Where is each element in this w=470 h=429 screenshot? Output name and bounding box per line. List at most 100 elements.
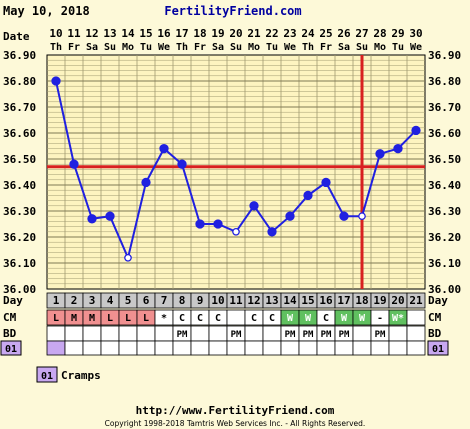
symptom-cell — [172, 340, 192, 356]
weekday-label: We — [284, 42, 296, 53]
day-number: 5 — [125, 294, 132, 307]
day-number: 11 — [229, 294, 243, 307]
y-tick-right: 36.80 — [428, 75, 461, 88]
bd-cell — [190, 325, 210, 342]
temperature-point — [124, 253, 132, 262]
temperature-point — [105, 211, 115, 221]
temperature-point — [321, 177, 331, 188]
temperature-point — [232, 227, 240, 236]
date-label: 20 — [229, 27, 242, 40]
date-label: 14 — [121, 27, 135, 40]
temperature-point — [358, 212, 366, 221]
symptom-cell — [334, 340, 354, 356]
day-row-label-right: Day — [428, 294, 448, 307]
symptom-cell — [406, 340, 426, 356]
day-row-label: Day — [3, 294, 23, 307]
day-number: 12 — [247, 294, 260, 307]
y-tick-right: 36.70 — [428, 101, 461, 114]
day-number: 16 — [319, 294, 333, 307]
symptom-cell — [316, 340, 336, 356]
bd-cell — [64, 325, 84, 342]
day-number: 18 — [355, 294, 368, 307]
bd-cell — [100, 325, 120, 342]
day-number: 6 — [143, 294, 150, 307]
cm-value: M — [89, 313, 95, 324]
cm-value: C — [323, 313, 329, 324]
legend-swatch — [36, 366, 58, 383]
cm-value: W — [341, 313, 348, 324]
symptom-cell — [298, 340, 318, 356]
weekday-label: Fr — [194, 42, 206, 53]
bd-value: PM — [303, 330, 314, 340]
weekday-label: We — [158, 42, 170, 53]
day-number: 19 — [373, 294, 386, 307]
symptom-cell — [154, 340, 174, 356]
axis-ticks: Date 10 Th 11 Fr 12 Sa 13 Su 14 Mo 15 Tu 16 We 17 Th 18 Fr… — [3, 27, 461, 296]
symptom-cell — [118, 340, 138, 356]
cm-value: - — [377, 313, 383, 324]
date-label: 21 — [247, 27, 261, 40]
date-label: 29 — [391, 27, 404, 40]
day-cell — [406, 292, 426, 309]
cm-value: W* — [392, 313, 404, 324]
cm-row-label: CM — [3, 311, 17, 324]
y-tick-right: 36.20 — [428, 231, 461, 244]
day-number: 7 — [161, 294, 168, 307]
bd-cell — [46, 325, 66, 342]
y-tick-right: 36.50 — [428, 153, 461, 166]
bd-cell — [208, 325, 228, 342]
footer-copyright: Copyright 1998-2018 Tamtris Web Services… — [105, 419, 366, 428]
weekday-label: Fr — [68, 42, 80, 53]
symptom-cell — [208, 340, 228, 356]
day-number: 2 — [71, 294, 78, 307]
cm-value: L — [107, 313, 113, 324]
cm-value: L — [53, 313, 59, 324]
bd-cell — [118, 325, 138, 342]
y-tick-right: 36.90 — [428, 49, 461, 62]
weekday-label: We — [410, 42, 422, 53]
cm-value: C — [215, 313, 221, 324]
weekday-label: Mo — [374, 42, 386, 53]
bd-value: PM — [375, 330, 386, 340]
weekday-label: Th — [302, 42, 314, 53]
bd-cell — [406, 325, 426, 342]
temperature-point — [213, 219, 223, 229]
site-name: FertilityFriend.com — [164, 4, 301, 18]
reference-lines — [47, 55, 425, 289]
cm-value: W — [287, 313, 294, 324]
day-number: 3 — [89, 294, 96, 307]
temperature-point — [51, 76, 61, 86]
symptom-cell — [136, 340, 156, 356]
symptom-cell — [388, 340, 408, 356]
date-label: 30 — [409, 27, 422, 40]
temperature-point — [177, 159, 187, 169]
date-label: 13 — [103, 27, 116, 40]
date-label: 22 — [265, 27, 278, 40]
y-tick-right: 36.10 — [428, 257, 461, 270]
cm-row-label-right: CM — [428, 311, 442, 324]
temperature-series — [51, 76, 421, 262]
bd-cell — [352, 325, 372, 342]
symptom-cell — [262, 340, 282, 356]
date-label: 25 — [319, 27, 332, 40]
day-number: 4 — [107, 294, 114, 307]
y-tick-left: 36.90 — [3, 49, 36, 62]
y-tick-left: 36.70 — [3, 101, 36, 114]
weekday-label: Su — [104, 42, 116, 53]
symptom-cell — [352, 340, 372, 356]
bd-value: PM — [177, 330, 188, 340]
temperature-point — [411, 125, 421, 136]
cm-value: * — [161, 313, 167, 324]
cm-value: L — [143, 313, 149, 324]
bd-cell — [154, 325, 174, 342]
temperature-point — [339, 211, 349, 221]
day-number: 8 — [179, 294, 186, 307]
symptom-row-label-right: 01 — [432, 344, 444, 355]
day-number: 13 — [265, 294, 278, 307]
date-label: 16 — [157, 27, 171, 40]
weekday-label: Th — [176, 42, 188, 53]
bd-cell — [136, 325, 156, 342]
cm-value: L — [125, 313, 131, 324]
symptom-cell — [244, 340, 264, 356]
